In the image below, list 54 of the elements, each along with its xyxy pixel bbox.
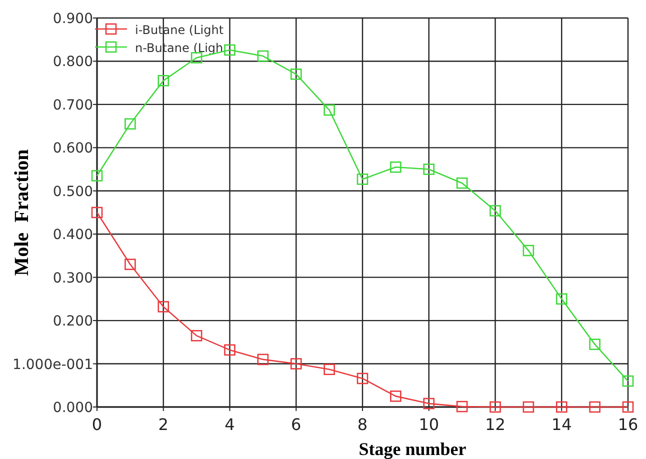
x-tick-label: 4 [224, 415, 235, 434]
point [124, 258, 136, 270]
y-tick-label: 0.600 [52, 140, 93, 157]
point [390, 161, 402, 173]
x-tick-label: 2 [158, 415, 168, 434]
y-tick-label: 0.900 [52, 11, 93, 27]
x-tick-label: 8 [357, 415, 368, 434]
point [190, 330, 202, 342]
x-tick-label: 0 [92, 415, 102, 434]
point [390, 390, 402, 402]
point [124, 118, 136, 130]
point [556, 293, 568, 305]
point [522, 244, 534, 256]
point [522, 401, 534, 413]
y-tick-label: 0.200 [52, 314, 93, 330]
x-tick-label: 14 [551, 415, 572, 434]
point [224, 44, 236, 56]
x-axis-title: Stage number [358, 439, 466, 459]
point [356, 372, 368, 384]
x-tick-label: 16 [618, 415, 638, 434]
point [356, 174, 368, 185]
point [224, 344, 236, 356]
point [324, 364, 335, 376]
point [589, 338, 600, 350]
point [91, 170, 103, 182]
x-tick-label: 12 [485, 415, 506, 434]
x-tick-label: 10 [418, 415, 440, 434]
point [490, 205, 501, 216]
y-axis-title: Mole Fraction [11, 149, 33, 276]
x-tick-label: 6 [291, 415, 302, 434]
point [158, 301, 170, 312]
y-tick-label: 0.300 [52, 270, 93, 286]
point [158, 75, 170, 86]
point [589, 401, 600, 413]
point [622, 401, 634, 413]
point [257, 354, 269, 366]
point [456, 400, 468, 412]
point [324, 104, 335, 116]
point [556, 401, 568, 413]
y-tick-label: 0.700 [52, 97, 93, 114]
point [290, 358, 302, 370]
point [290, 68, 302, 80]
point [456, 177, 468, 189]
point [622, 375, 634, 387]
y-tick-label: 0.000 [52, 400, 93, 416]
y-tick-label: 0.500 [52, 184, 93, 200]
point [423, 398, 435, 410]
point [257, 50, 269, 62]
point [490, 401, 501, 413]
y-tick-label: 0.800 [52, 54, 93, 70]
point [91, 206, 103, 218]
y-tick-label: 0.400 [52, 227, 93, 244]
point [423, 164, 435, 175]
y-tick-label: 1.000e-001 [12, 356, 93, 373]
